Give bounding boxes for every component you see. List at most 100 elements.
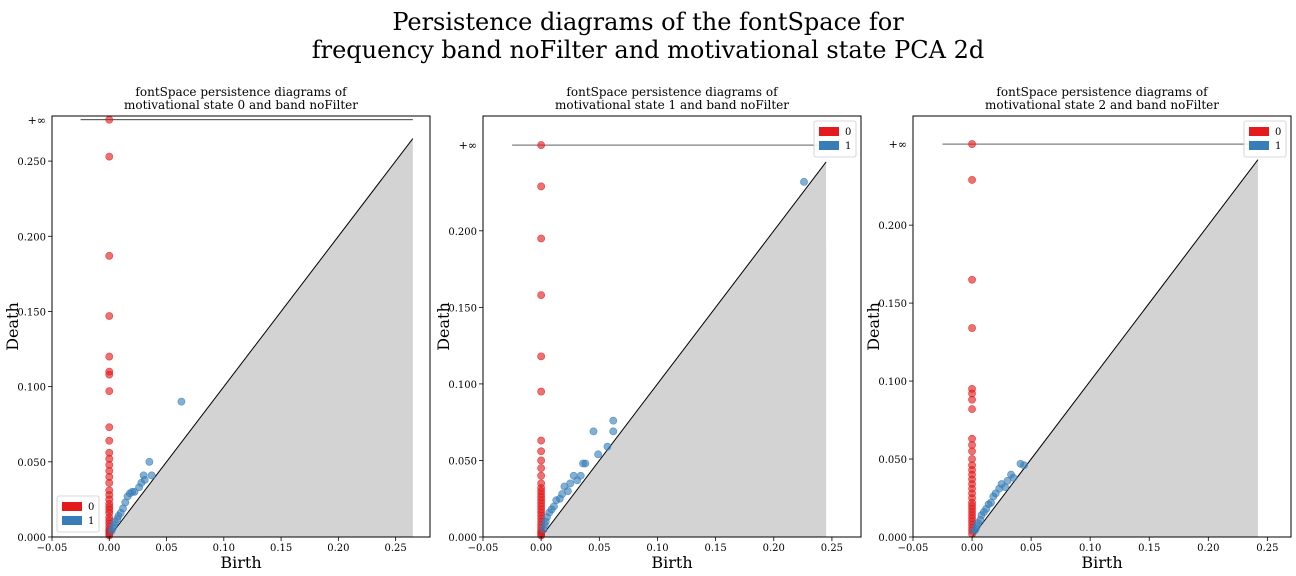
point-dim0 bbox=[105, 115, 114, 124]
point-dim1 bbox=[579, 459, 587, 468]
legend-label-1: 1 bbox=[1275, 141, 1281, 152]
point-dim1 bbox=[1003, 476, 1012, 485]
y-tick-label: 0.150 bbox=[17, 307, 46, 318]
y-axis-label: Death bbox=[864, 302, 883, 351]
legend-label-0: 0 bbox=[1275, 127, 1281, 138]
point-dim1 bbox=[107, 527, 116, 535]
chart-title-line1: fontSpace persistence diagrams of bbox=[996, 85, 1209, 99]
y-tick-label: 0.000 bbox=[878, 533, 907, 544]
chart-panel-1: fontSpace persistence diagrams ofmotivat… bbox=[434, 85, 862, 572]
chart-title-line1: fontSpace persistence diagrams of bbox=[566, 85, 779, 99]
legend-swatch-0 bbox=[819, 127, 839, 136]
y-tick-label: 0.200 bbox=[17, 232, 46, 243]
point-dim1 bbox=[800, 177, 808, 186]
point-dim1 bbox=[560, 482, 569, 491]
point-dim0 bbox=[105, 387, 114, 396]
x-tick-label: 0.10 bbox=[646, 543, 668, 554]
legend-swatch-1 bbox=[819, 141, 839, 150]
x-tick-label: 0.15 bbox=[1138, 543, 1160, 554]
chart-title-line2: motivational state 2 and band noFilter bbox=[985, 98, 1219, 112]
point-dim0 bbox=[968, 447, 976, 456]
legend-swatch-1 bbox=[1249, 141, 1269, 150]
point-dim0 bbox=[537, 141, 546, 149]
diagonal-line bbox=[971, 159, 1259, 538]
x-tick-label: −0.05 bbox=[37, 543, 68, 554]
x-tick-label: 0.15 bbox=[270, 543, 292, 554]
x-tick-label: 0.00 bbox=[98, 543, 120, 554]
point-dim0 bbox=[105, 152, 114, 161]
point-dim1 bbox=[1020, 461, 1028, 470]
point-dim0 bbox=[537, 447, 546, 456]
point-dim0 bbox=[968, 140, 976, 148]
axes-frame bbox=[482, 115, 862, 538]
x-tick-label: 0.05 bbox=[155, 543, 177, 554]
legend-swatch-1 bbox=[62, 516, 82, 525]
y-tick-label: 0.100 bbox=[17, 383, 46, 394]
legend-label-1: 1 bbox=[845, 141, 851, 152]
y-tick-label: 0.200 bbox=[878, 221, 907, 232]
x-tick-label: 0.20 bbox=[763, 543, 785, 554]
x-tick-label: 0.05 bbox=[1020, 543, 1042, 554]
x-tick-label: −0.05 bbox=[898, 543, 929, 554]
y-tick-label: 0.000 bbox=[17, 533, 46, 544]
x-tick-label: 0.00 bbox=[530, 543, 552, 554]
legend-label-0: 0 bbox=[845, 127, 851, 138]
point-dim0 bbox=[968, 275, 976, 284]
legend-label-0: 0 bbox=[88, 502, 94, 513]
y-tick-label: 0.150 bbox=[878, 299, 907, 310]
y-tick-label: 0.000 bbox=[448, 533, 477, 544]
x-tick-label: 0.05 bbox=[588, 543, 610, 554]
point-dim0 bbox=[105, 251, 114, 260]
x-tick-label: 0.25 bbox=[385, 543, 407, 554]
point-dim1 bbox=[135, 483, 143, 492]
point-dim0 bbox=[105, 478, 114, 487]
point-dim0 bbox=[968, 395, 976, 404]
y-tick-label: 0.200 bbox=[448, 227, 477, 238]
diagonal-line bbox=[108, 138, 414, 538]
point-dim0 bbox=[537, 387, 546, 396]
chart-title-line1: fontSpace persistence diagrams of bbox=[135, 85, 348, 99]
point-dim1 bbox=[140, 475, 149, 484]
point-dim0 bbox=[105, 423, 114, 432]
point-dim0 bbox=[105, 436, 114, 445]
infinity-tick-label: +∞ bbox=[28, 114, 46, 127]
point-dim1 bbox=[177, 397, 186, 406]
y-tick-label: 0.100 bbox=[878, 377, 907, 388]
y-tick-label: 0.050 bbox=[17, 458, 46, 469]
figure-title-line2: frequency band noFilter and motivational… bbox=[311, 36, 985, 64]
infinity-tick-label: +∞ bbox=[459, 139, 477, 152]
x-tick-label: −0.05 bbox=[468, 543, 499, 554]
x-tick-label: 0.20 bbox=[1197, 543, 1219, 554]
point-dim1 bbox=[609, 416, 618, 425]
legend-swatch-0 bbox=[1249, 127, 1269, 136]
point-dim1 bbox=[539, 525, 548, 534]
point-dim0 bbox=[968, 176, 976, 184]
x-axis-label: Birth bbox=[651, 553, 692, 572]
point-dim0 bbox=[537, 182, 546, 191]
x-tick-label: 0.25 bbox=[1256, 543, 1278, 554]
point-dim0 bbox=[968, 405, 976, 414]
point-dim0 bbox=[537, 352, 546, 361]
chart-panel-2: fontSpace persistence diagrams ofmotivat… bbox=[864, 85, 1292, 572]
point-dim1 bbox=[569, 471, 578, 480]
chart-title-line2: motivational state 0 and band noFilter bbox=[124, 98, 358, 112]
point-dim0 bbox=[105, 370, 114, 379]
point-dim0 bbox=[105, 312, 114, 320]
legend: 01 bbox=[813, 120, 857, 158]
y-tick-label: 0.150 bbox=[448, 303, 477, 314]
legend-swatch-0 bbox=[62, 502, 82, 511]
point-dim1 bbox=[145, 457, 154, 466]
figure-title: Persistence diagrams of the fontSpace fo… bbox=[0, 8, 1296, 64]
y-tick-label: 0.250 bbox=[17, 157, 46, 168]
y-axis-label: Death bbox=[434, 302, 453, 351]
y-tick-label: 0.100 bbox=[448, 380, 477, 391]
point-dim1 bbox=[609, 427, 618, 436]
legend: 01 bbox=[56, 495, 100, 533]
point-dim0 bbox=[968, 324, 976, 332]
x-tick-label: 0.15 bbox=[704, 543, 726, 554]
chart-title-line2: motivational state 1 and band noFilter bbox=[555, 98, 789, 112]
point-dim0 bbox=[105, 352, 114, 361]
point-dim0 bbox=[537, 436, 546, 445]
point-dim0 bbox=[537, 291, 546, 300]
